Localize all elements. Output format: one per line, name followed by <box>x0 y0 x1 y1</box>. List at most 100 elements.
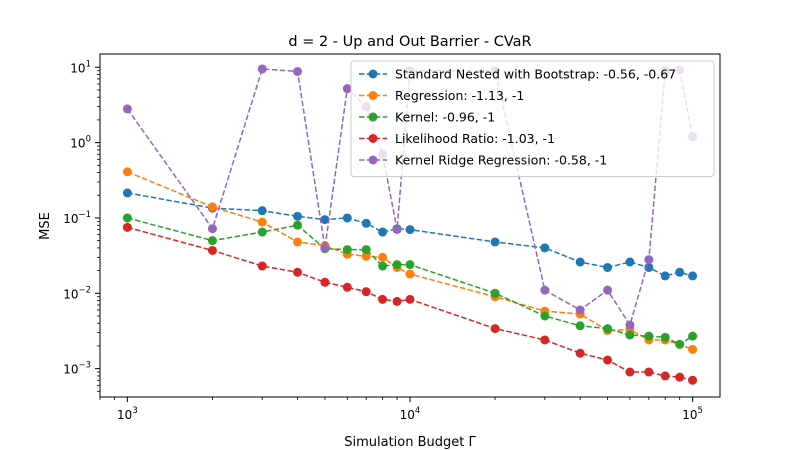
x-tick-label-exponent: 4 <box>415 406 420 416</box>
data-point <box>490 324 500 334</box>
legend-label: Kernel: -0.96, -1 <box>395 110 495 125</box>
y-tick-label: 100 <box>70 135 91 151</box>
data-point <box>207 224 217 234</box>
data-point <box>688 375 698 385</box>
data-point <box>293 66 303 76</box>
data-point <box>625 330 635 340</box>
data-point <box>603 285 613 295</box>
data-point <box>207 236 217 246</box>
data-point <box>293 220 303 230</box>
data-point <box>540 243 550 253</box>
data-point <box>540 311 550 321</box>
data-point <box>644 331 654 341</box>
data-point <box>293 237 303 247</box>
data-point <box>207 202 217 212</box>
y-tick-label: 10−2 <box>63 285 91 301</box>
y-tick-label: 101 <box>70 59 91 75</box>
data-point <box>625 367 635 377</box>
data-point <box>575 321 585 331</box>
x-tick-label-base: 10 <box>400 408 415 422</box>
y-tick-label-base: 10 <box>63 212 78 226</box>
data-point <box>320 215 330 225</box>
x-axis: 103 104 105 <box>99 397 703 422</box>
data-point <box>625 257 635 267</box>
y-tick-label: 10−3 <box>63 361 91 377</box>
y-tick-label-exponent: −3 <box>78 361 91 371</box>
legend-label: Standard Nested with Bootstrap: -0.56, -… <box>395 67 676 82</box>
data-point <box>688 331 698 341</box>
data-point <box>490 237 500 247</box>
data-point <box>405 260 415 270</box>
x-tick-label: 105 <box>682 406 703 422</box>
x-tick-label: 104 <box>400 406 421 422</box>
data-point <box>392 260 402 270</box>
x-tick-label-base: 10 <box>682 408 697 422</box>
series-group <box>122 64 698 385</box>
data-point <box>361 218 371 228</box>
x-tick-label-exponent: 3 <box>132 406 137 416</box>
data-point <box>675 372 685 382</box>
data-point <box>644 255 654 265</box>
legend-box <box>350 60 715 177</box>
data-point <box>122 104 132 114</box>
data-point <box>660 332 670 342</box>
legend-marker <box>368 69 378 79</box>
legend-label: Kernel Ridge Regression: -0.58, -1 <box>395 153 607 168</box>
data-point <box>405 294 415 304</box>
legend-marker <box>368 91 378 100</box>
data-point <box>540 285 550 295</box>
data-point <box>378 227 388 237</box>
data-point <box>392 296 402 306</box>
data-point <box>320 277 330 287</box>
data-point <box>575 348 585 358</box>
data-point <box>378 261 388 271</box>
data-point <box>342 213 352 223</box>
data-point <box>122 213 132 223</box>
data-point <box>603 355 613 365</box>
x-axis-label: Simulation Budget Γ <box>344 435 476 450</box>
y-tick-label-base: 10 <box>70 137 85 151</box>
y-tick-label-exponent: −2 <box>78 285 91 295</box>
data-point <box>293 267 303 277</box>
y-axis-label: MSE <box>38 212 53 240</box>
data-point <box>342 245 352 255</box>
data-point <box>257 206 267 216</box>
data-point <box>575 305 585 315</box>
legend-marker <box>368 155 378 165</box>
data-point <box>342 84 352 94</box>
data-point <box>257 227 267 237</box>
x-tick-label-base: 10 <box>117 408 132 422</box>
data-point <box>257 217 267 227</box>
data-point <box>405 269 415 279</box>
data-point <box>392 225 402 235</box>
chart-title: d = 2 - Up and Out Barrier - CVaR <box>288 34 531 50</box>
data-point <box>257 261 267 271</box>
data-point <box>342 282 352 292</box>
y-tick-label-exponent: 1 <box>86 59 91 69</box>
data-point <box>644 262 654 272</box>
y-tick-label-base: 10 <box>70 61 85 75</box>
data-point <box>603 324 613 334</box>
data-point <box>122 222 132 232</box>
data-point <box>378 252 388 262</box>
y-tick-label-exponent: −1 <box>78 210 91 220</box>
data-point <box>660 271 670 281</box>
data-point <box>207 245 217 255</box>
legend: Standard Nested with Bootstrap: -0.56, -… <box>350 60 715 177</box>
data-point <box>540 335 550 345</box>
x-tick-label-exponent: 5 <box>698 406 703 416</box>
data-point <box>660 371 670 381</box>
y-tick-label-exponent: 0 <box>86 135 91 145</box>
data-point <box>575 257 585 267</box>
data-point <box>378 294 388 304</box>
legend-label: Likelihood Ratio: -1.03, -1 <box>395 131 555 146</box>
data-point <box>490 288 500 298</box>
data-point <box>644 367 654 377</box>
x-tick-label: 103 <box>117 406 138 422</box>
data-point <box>688 271 698 281</box>
data-point <box>675 339 685 349</box>
legend-label: Regression: -1.13, -1 <box>395 88 524 103</box>
legend-marker <box>368 112 378 122</box>
